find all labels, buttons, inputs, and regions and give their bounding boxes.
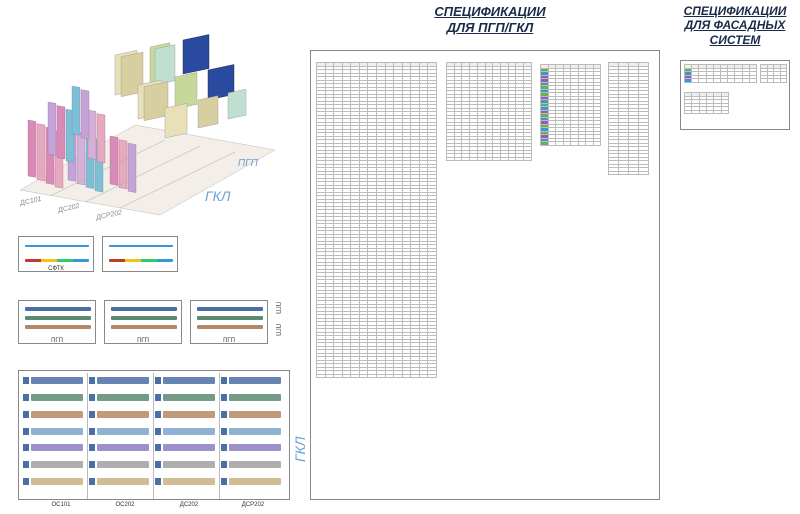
swatch-bar — [31, 428, 83, 435]
iso-back-row — [115, 34, 246, 138]
section-bar — [111, 316, 177, 320]
swatch-icon — [155, 394, 161, 401]
swatch-bar — [163, 394, 215, 401]
swatch-bar — [163, 377, 215, 384]
section-bar — [25, 325, 91, 329]
swatch-bar — [31, 394, 83, 401]
swatch-icon — [23, 394, 29, 401]
iso-label-pgp: ПГП — [238, 158, 258, 169]
section-bar — [25, 245, 89, 247]
section-bar — [111, 325, 177, 329]
row3-col-2: ДС202 — [164, 502, 214, 508]
swatch-bar — [31, 461, 83, 468]
swatch-bar — [229, 478, 281, 485]
section-label: ПГП — [104, 338, 182, 344]
spec-table — [684, 92, 729, 114]
swatch-bar — [163, 411, 215, 418]
swatch-bar — [97, 461, 149, 468]
swatch-bar — [97, 478, 149, 485]
swatch-icon — [221, 394, 227, 401]
swatch-bar — [229, 377, 281, 384]
swatch-bar — [97, 411, 149, 418]
swatch-icon — [23, 444, 29, 451]
swatch-icon — [155, 478, 161, 485]
swatch-icon — [221, 444, 227, 451]
swatch-icon — [155, 377, 161, 384]
swatch-bar — [229, 461, 281, 468]
section-bar — [197, 325, 263, 329]
swatch-bar — [97, 394, 149, 401]
row3-col-3: ДСР202 — [228, 502, 278, 508]
swatch-bar — [163, 428, 215, 435]
spec-table — [684, 64, 757, 83]
swatch-icon — [89, 478, 95, 485]
swatch-bar — [163, 478, 215, 485]
swatch-bar — [31, 377, 83, 384]
swatch-icon — [89, 428, 95, 435]
swatch-icon — [89, 394, 95, 401]
swatch-icon — [155, 461, 161, 468]
spec-table — [540, 64, 601, 146]
section-row3-frame — [18, 370, 290, 500]
swatch-bar — [163, 461, 215, 468]
swatch-icon — [89, 461, 95, 468]
spec-table — [446, 62, 532, 161]
heading-facade: СПЕЦИФИКАЦИИ ДЛЯ ФАСАДНЫХ СИСТЕМ — [680, 4, 790, 47]
swatch-bar — [97, 428, 149, 435]
swatch-icon — [221, 411, 227, 418]
isometric-assembly-view: ПГП ГКЛ ДС101 ДС202 ДСР202 — [10, 30, 280, 220]
swatch-icon — [221, 428, 227, 435]
swatch-icon — [23, 428, 29, 435]
swatch-bar — [163, 444, 215, 451]
swatch-icon — [89, 377, 95, 384]
heading-pgp-gkl: СПЕЦИФИКАЦИИ ДЛЯ ПГП/ГКЛ — [410, 4, 570, 35]
swatch-bar — [229, 411, 281, 418]
swatch-icon — [221, 461, 227, 468]
swatch-icon — [23, 478, 29, 485]
swatch-icon — [155, 411, 161, 418]
spec-table — [760, 64, 787, 83]
swatch-bar — [97, 444, 149, 451]
swatch-icon — [89, 444, 95, 451]
iso-label-gkl: ГКЛ — [205, 188, 230, 204]
swatch-icon — [155, 444, 161, 451]
swatch-bar — [31, 444, 83, 451]
section-label: ПГП — [18, 338, 96, 344]
swatch-bar — [229, 444, 281, 451]
swatch-icon — [89, 411, 95, 418]
row3-col-0: ОС101 — [36, 502, 86, 508]
section-bar — [25, 316, 91, 320]
swatch-icon — [221, 377, 227, 384]
section-bar — [25, 307, 91, 311]
swatch-icon — [23, 411, 29, 418]
swatch-bar — [31, 411, 83, 418]
section-bar — [109, 245, 173, 247]
section-bar — [197, 307, 263, 311]
swatch-icon — [155, 428, 161, 435]
section-bar — [197, 316, 263, 320]
section-bar — [111, 307, 177, 311]
row3-side-label-gkl: ГКЛ — [292, 437, 308, 462]
spec-table — [316, 62, 437, 378]
swatch-bar — [97, 377, 149, 384]
row3-col-1: ОС202 — [100, 502, 150, 508]
swatch-icon — [23, 377, 29, 384]
swatch-bar — [229, 394, 281, 401]
swatch-icon — [221, 478, 227, 485]
swatch-bar — [31, 478, 83, 485]
section-label: СФТК — [18, 266, 94, 272]
spec-table — [608, 62, 649, 175]
swatch-icon — [23, 461, 29, 468]
section-label: ПГП — [190, 338, 268, 344]
row2-side-label: ПГП — [274, 302, 280, 314]
section-frame — [102, 236, 178, 272]
swatch-bar — [229, 428, 281, 435]
row2-side-label-2: ПГП — [274, 324, 280, 336]
